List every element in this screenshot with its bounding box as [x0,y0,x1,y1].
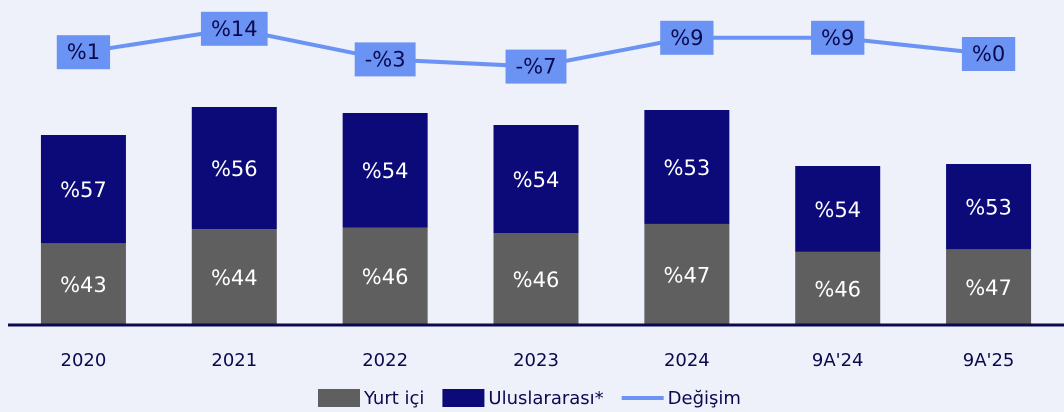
data-label-box [961,37,1016,71]
data-label-box [354,42,416,77]
data-label: %53 [965,196,1012,220]
bar-segment [493,233,579,325]
data-label: %46 [513,268,560,292]
x-tick-label: 2024 [664,350,710,371]
data-label: %54 [814,198,861,222]
bar-segment [946,249,1032,325]
bar-segment [644,110,730,224]
legend-swatch [442,389,485,407]
bar-segment [191,229,277,325]
data-label-box [811,20,865,55]
data-label: %1 [67,40,100,64]
bar-segment [342,113,428,228]
data-label: %46 [814,277,861,301]
bar-segment [795,251,881,325]
x-tick-label: 2023 [513,350,559,371]
x-tick-label: 2020 [61,350,107,371]
data-label: %43 [60,273,107,297]
data-label: %44 [211,266,258,290]
data-label: %9 [821,26,854,50]
bar-segment [493,125,579,233]
data-label-box [56,35,111,70]
data-label-box [505,49,567,84]
data-label: %53 [664,156,711,180]
x-tick-label: 2021 [211,350,257,371]
x-tick-label: 9A'24 [812,350,864,371]
legend-label: Uluslararası* [488,388,603,409]
legend-label: Yurt içi [363,388,424,409]
data-label: %47 [664,263,711,287]
x-tick-label: 9A'25 [963,350,1015,371]
legend-label: Değişim [668,388,741,409]
data-label: %54 [513,168,560,192]
data-label: -%3 [365,47,406,71]
bar-segment [40,135,126,244]
data-label: %57 [60,178,107,202]
bar-segment [644,223,730,325]
data-label: %9 [670,26,703,50]
x-tick-label: 2022 [362,350,408,371]
bar-segment [40,243,126,325]
legend-swatch [318,389,360,407]
data-label: %14 [211,17,258,41]
bar-segment [795,166,881,252]
data-label: %46 [362,265,409,289]
bar-segment [191,107,277,230]
data-label: -%7 [516,55,557,79]
data-label: %54 [362,159,409,183]
bar-segment [946,164,1032,250]
data-label: %47 [965,276,1012,300]
data-label: %0 [972,42,1005,66]
data-label-box [200,11,268,46]
data-label-box [660,20,714,55]
bar-segment [342,227,428,325]
data-label: %56 [211,157,258,181]
